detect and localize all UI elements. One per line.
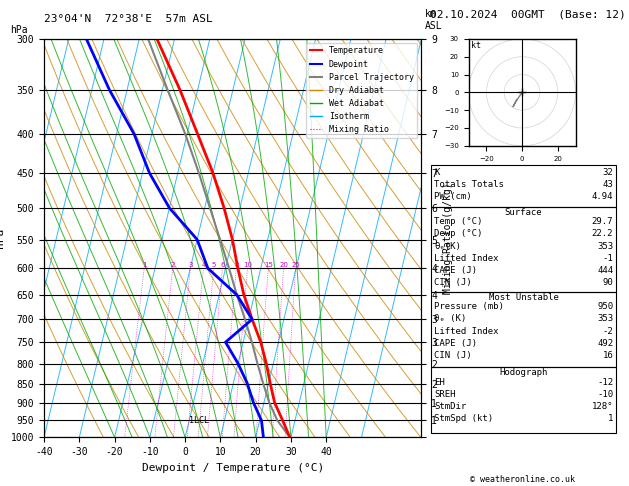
Text: SREH: SREH [434, 390, 455, 399]
Text: -10: -10 [597, 390, 613, 399]
Text: © weatheronline.co.uk: © weatheronline.co.uk [470, 474, 574, 484]
Text: 128°: 128° [592, 402, 613, 411]
Text: Surface: Surface [505, 208, 542, 217]
Text: 25: 25 [291, 262, 300, 268]
Text: 3: 3 [188, 262, 192, 268]
Text: 1: 1 [142, 262, 147, 268]
Text: -1: -1 [603, 254, 613, 263]
Text: 1LCL: 1LCL [189, 416, 209, 425]
Text: 4.94: 4.94 [592, 192, 613, 201]
Text: -12: -12 [597, 378, 613, 387]
Text: 10: 10 [243, 262, 252, 268]
Text: 8: 8 [234, 262, 238, 268]
Text: 23°04'N  72°38'E  57m ASL: 23°04'N 72°38'E 57m ASL [44, 14, 213, 24]
Text: Lifted Index: Lifted Index [434, 327, 499, 336]
Text: 22.2: 22.2 [592, 229, 613, 239]
Text: CAPE (J): CAPE (J) [434, 339, 477, 348]
Text: 492: 492 [597, 339, 613, 348]
Text: Hodograph: Hodograph [499, 368, 548, 378]
Text: 90: 90 [603, 278, 613, 287]
Text: 5: 5 [211, 262, 216, 268]
Text: 02.10.2024  00GMT  (Base: 12): 02.10.2024 00GMT (Base: 12) [430, 10, 626, 20]
Text: CAPE (J): CAPE (J) [434, 266, 477, 275]
X-axis label: Dewpoint / Temperature (°C): Dewpoint / Temperature (°C) [142, 463, 324, 473]
Text: Most Unstable: Most Unstable [489, 293, 559, 302]
Text: kt: kt [470, 41, 481, 50]
Text: 43: 43 [603, 180, 613, 189]
Text: Lifted Index: Lifted Index [434, 254, 499, 263]
Text: 4: 4 [201, 262, 206, 268]
Text: 16: 16 [603, 351, 613, 360]
Text: 950: 950 [597, 302, 613, 312]
Text: 20: 20 [279, 262, 288, 268]
Text: 353: 353 [597, 242, 613, 251]
Text: PW (cm): PW (cm) [434, 192, 472, 201]
Text: θₑ(K): θₑ(K) [434, 242, 461, 251]
Text: Temp (°C): Temp (°C) [434, 217, 482, 226]
Text: 2: 2 [170, 262, 175, 268]
Text: 32: 32 [603, 168, 613, 177]
Text: 6: 6 [220, 262, 225, 268]
Text: θₑ (K): θₑ (K) [434, 314, 466, 324]
Legend: Temperature, Dewpoint, Parcel Trajectory, Dry Adiabat, Wet Adiabat, Isotherm, Mi: Temperature, Dewpoint, Parcel Trajectory… [306, 43, 417, 138]
Text: K: K [434, 168, 440, 177]
Text: -2: -2 [603, 327, 613, 336]
Text: Totals Totals: Totals Totals [434, 180, 504, 189]
Text: CIN (J): CIN (J) [434, 351, 472, 360]
Text: hPa: hPa [10, 25, 28, 35]
Text: 353: 353 [597, 314, 613, 324]
Text: Pressure (mb): Pressure (mb) [434, 302, 504, 312]
Text: StmDir: StmDir [434, 402, 466, 411]
Y-axis label: Mixing Ratio (g/kg): Mixing Ratio (g/kg) [443, 182, 453, 294]
Text: 15: 15 [264, 262, 273, 268]
Text: Dewp (°C): Dewp (°C) [434, 229, 482, 239]
Text: 444: 444 [597, 266, 613, 275]
Text: StmSpd (kt): StmSpd (kt) [434, 414, 493, 423]
Text: 29.7: 29.7 [592, 217, 613, 226]
Text: 1: 1 [608, 414, 613, 423]
Text: km
ASL: km ASL [425, 9, 443, 31]
Text: CIN (J): CIN (J) [434, 278, 472, 287]
Y-axis label: hPa: hPa [0, 228, 5, 248]
Text: EH: EH [434, 378, 445, 387]
